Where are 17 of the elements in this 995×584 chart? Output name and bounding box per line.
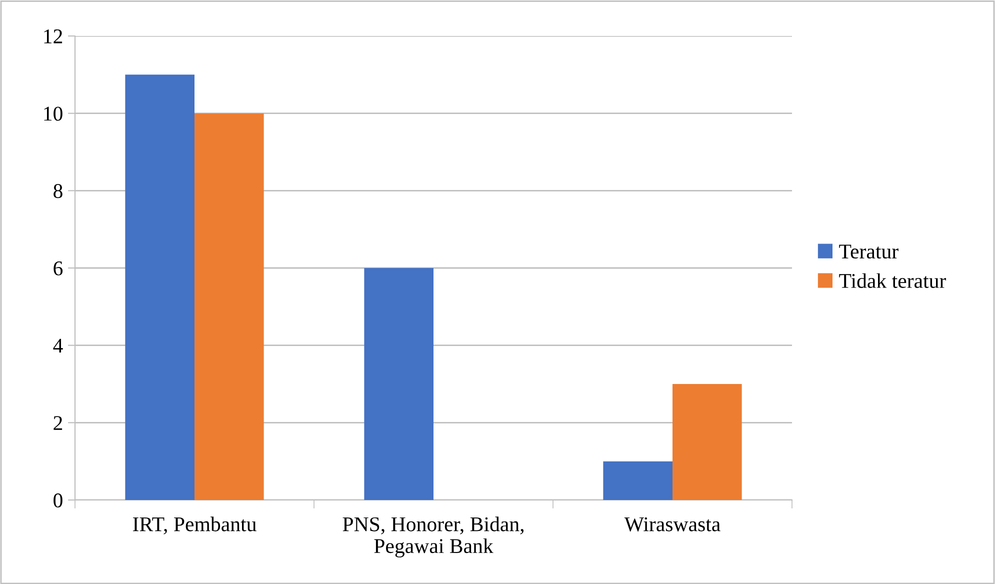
- x-tick-label: IRT, Pembantu: [132, 516, 256, 534]
- bar: [194, 113, 264, 500]
- y-tick-label: 12: [44, 29, 62, 44]
- bar: [364, 268, 434, 500]
- y-tick-label: 10: [44, 106, 62, 121]
- bar: [603, 461, 672, 500]
- y-tick-label: 8: [54, 184, 62, 198]
- y-tick-label: 6: [54, 261, 63, 276]
- x-tick-label: Wiraswasta: [624, 517, 720, 532]
- legend-label: Teratur: [839, 244, 898, 259]
- bar: [672, 384, 742, 500]
- bar: [125, 74, 194, 500]
- y-tick-label: 2: [54, 416, 62, 430]
- legend-label: Tidak teratur: [839, 273, 946, 288]
- x-tick-label: PNS, Honorer, Bidan, Pegawai Bank: [342, 516, 524, 558]
- y-tick-label: 4: [53, 338, 63, 353]
- y-tick-label: 0: [54, 493, 62, 508]
